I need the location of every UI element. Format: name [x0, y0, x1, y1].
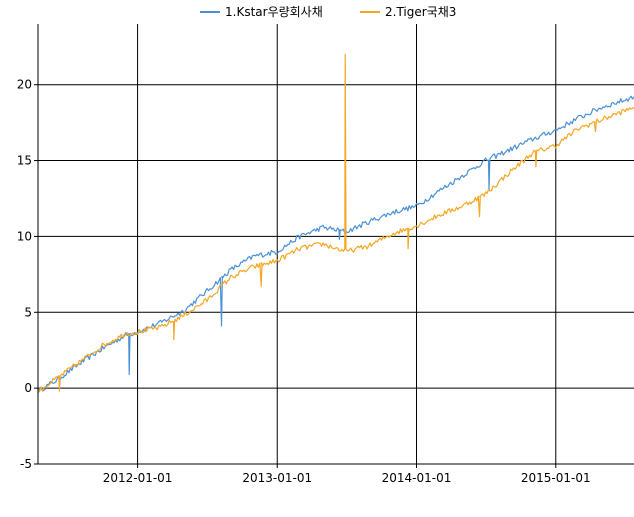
axes: -5 0 5 10 15 20 2012-01-01 2013-01-01 2014-01-01…: [17, 24, 634, 485]
y-tick-label: 10: [17, 229, 32, 243]
x-tick-label: 2012-01-01: [103, 471, 173, 485]
legend-label-1: 1.Kstar우량회사채: [225, 5, 323, 19]
grid: [38, 24, 634, 464]
series-line-2: [37, 53, 634, 393]
y-tick-label: -5: [20, 457, 32, 471]
y-tick-label: 0: [24, 381, 32, 395]
x-tick-label: 2014-01-01: [382, 471, 452, 485]
y-tick-label: 5: [24, 305, 32, 319]
y-tick-label: 20: [17, 78, 32, 92]
series-line-1: [37, 95, 634, 394]
legend-label-2: 2.Tiger국채3: [385, 5, 456, 19]
x-tick-label: 2015-01-01: [521, 471, 591, 485]
x-tick-label: 2013-01-01: [242, 471, 312, 485]
legend: 1.Kstar우량회사채 2.Tiger국채3: [200, 5, 456, 19]
series-layer: [37, 53, 634, 394]
y-tick-label: 15: [17, 154, 32, 168]
